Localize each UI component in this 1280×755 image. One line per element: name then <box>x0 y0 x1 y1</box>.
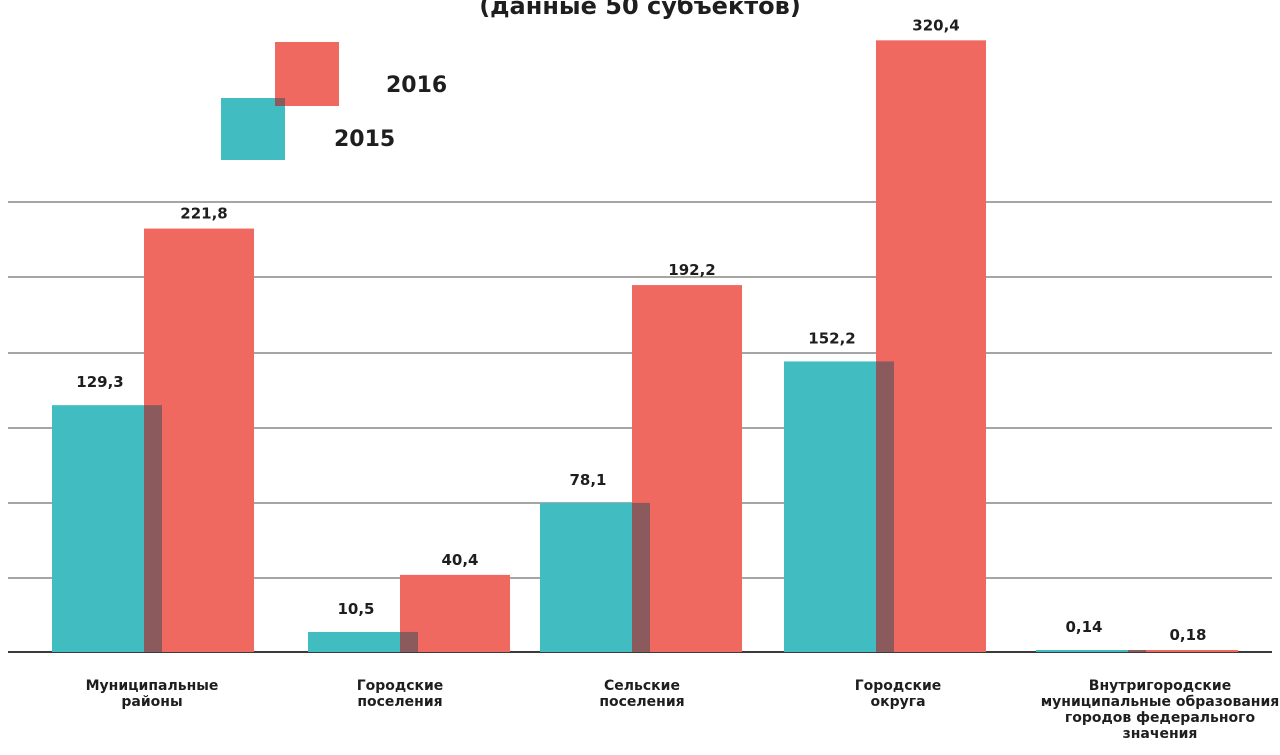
bar-overlap <box>144 405 162 652</box>
legend: 2016 2015 <box>221 42 447 160</box>
value-label-2015: 78,1 <box>569 471 606 489</box>
value-label-2015: 152,2 <box>808 329 855 347</box>
category-label: Муниципальные районы <box>86 678 219 710</box>
bar-overlap <box>876 361 894 652</box>
legend-overlap <box>275 98 285 106</box>
value-labels: 129,3 221,8 10,5 40,4 78,1 192,2 152,2 320,4 0,1… <box>76 16 1206 644</box>
bar-2016 <box>144 228 254 652</box>
category-labels: Муниципальные районы Городские поселения Сел… <box>86 678 1280 742</box>
bar-2015 <box>784 361 894 652</box>
bar-2016 <box>632 285 742 652</box>
category-label: Сельские поселения <box>599 678 684 710</box>
bar-2016 <box>400 574 510 652</box>
legend-swatch-2016 <box>275 42 339 106</box>
value-label-2016: 320,4 <box>912 16 959 34</box>
bar-2015 <box>308 631 418 652</box>
bar-2015 <box>1036 650 1146 652</box>
value-label-2015: 129,3 <box>76 373 123 391</box>
value-label-2016: 192,2 <box>668 261 715 279</box>
chart-title: (данные 50 субъектов) <box>479 0 801 20</box>
legend-swatch-2015 <box>221 98 285 160</box>
value-label-2016: 221,8 <box>180 205 227 223</box>
bar-2016 <box>876 40 986 653</box>
legend-label-2015: 2015 <box>334 127 395 152</box>
category-label: Городские округа <box>855 678 942 710</box>
category-label: Городские поселения <box>357 678 444 710</box>
value-label-2016: 40,4 <box>441 551 478 569</box>
bar-2015 <box>540 502 650 652</box>
category-label: Внутригородские муниципальные образования… <box>1041 678 1280 742</box>
bar-overlap <box>400 631 418 652</box>
bar-overlap <box>632 502 650 652</box>
value-label-2016: 0,18 <box>1169 626 1206 644</box>
bar-2016 <box>1128 650 1238 652</box>
bar-2015 <box>52 405 162 652</box>
value-label-2015: 10,5 <box>337 600 374 618</box>
legend-label-2016: 2016 <box>386 73 447 98</box>
bar-overlap <box>1128 650 1146 652</box>
bars <box>52 40 1238 653</box>
value-label-2015: 0,14 <box>1065 618 1102 636</box>
